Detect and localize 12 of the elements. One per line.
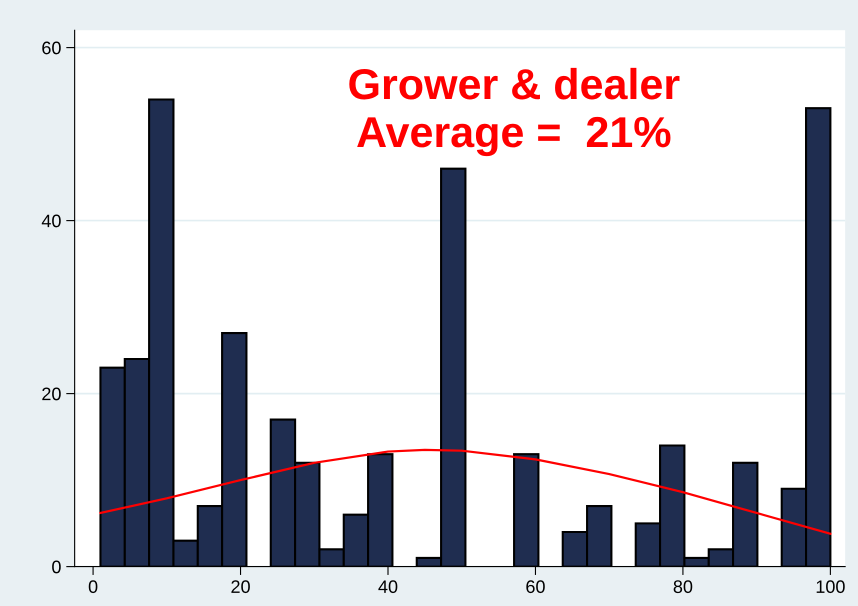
y-tick-label: 20 — [42, 388, 61, 400]
x-tick-label: 40 — [378, 580, 398, 594]
x-tick-label: 100 — [816, 580, 845, 594]
y-tick-label: 60 — [42, 42, 61, 54]
y-tick-label: 40 — [42, 214, 61, 228]
x-tick-label: 80 — [674, 580, 692, 594]
x-tick-label: 0 — [88, 580, 98, 594]
annotation: Grower & dealer Average = 21% — [349, 68, 680, 156]
x-tick-label: 20 — [231, 580, 250, 594]
line-series — [99, 448, 832, 535]
y-tick-label: 0 — [52, 560, 61, 574]
x-tick-label: 60 — [526, 580, 545, 594]
